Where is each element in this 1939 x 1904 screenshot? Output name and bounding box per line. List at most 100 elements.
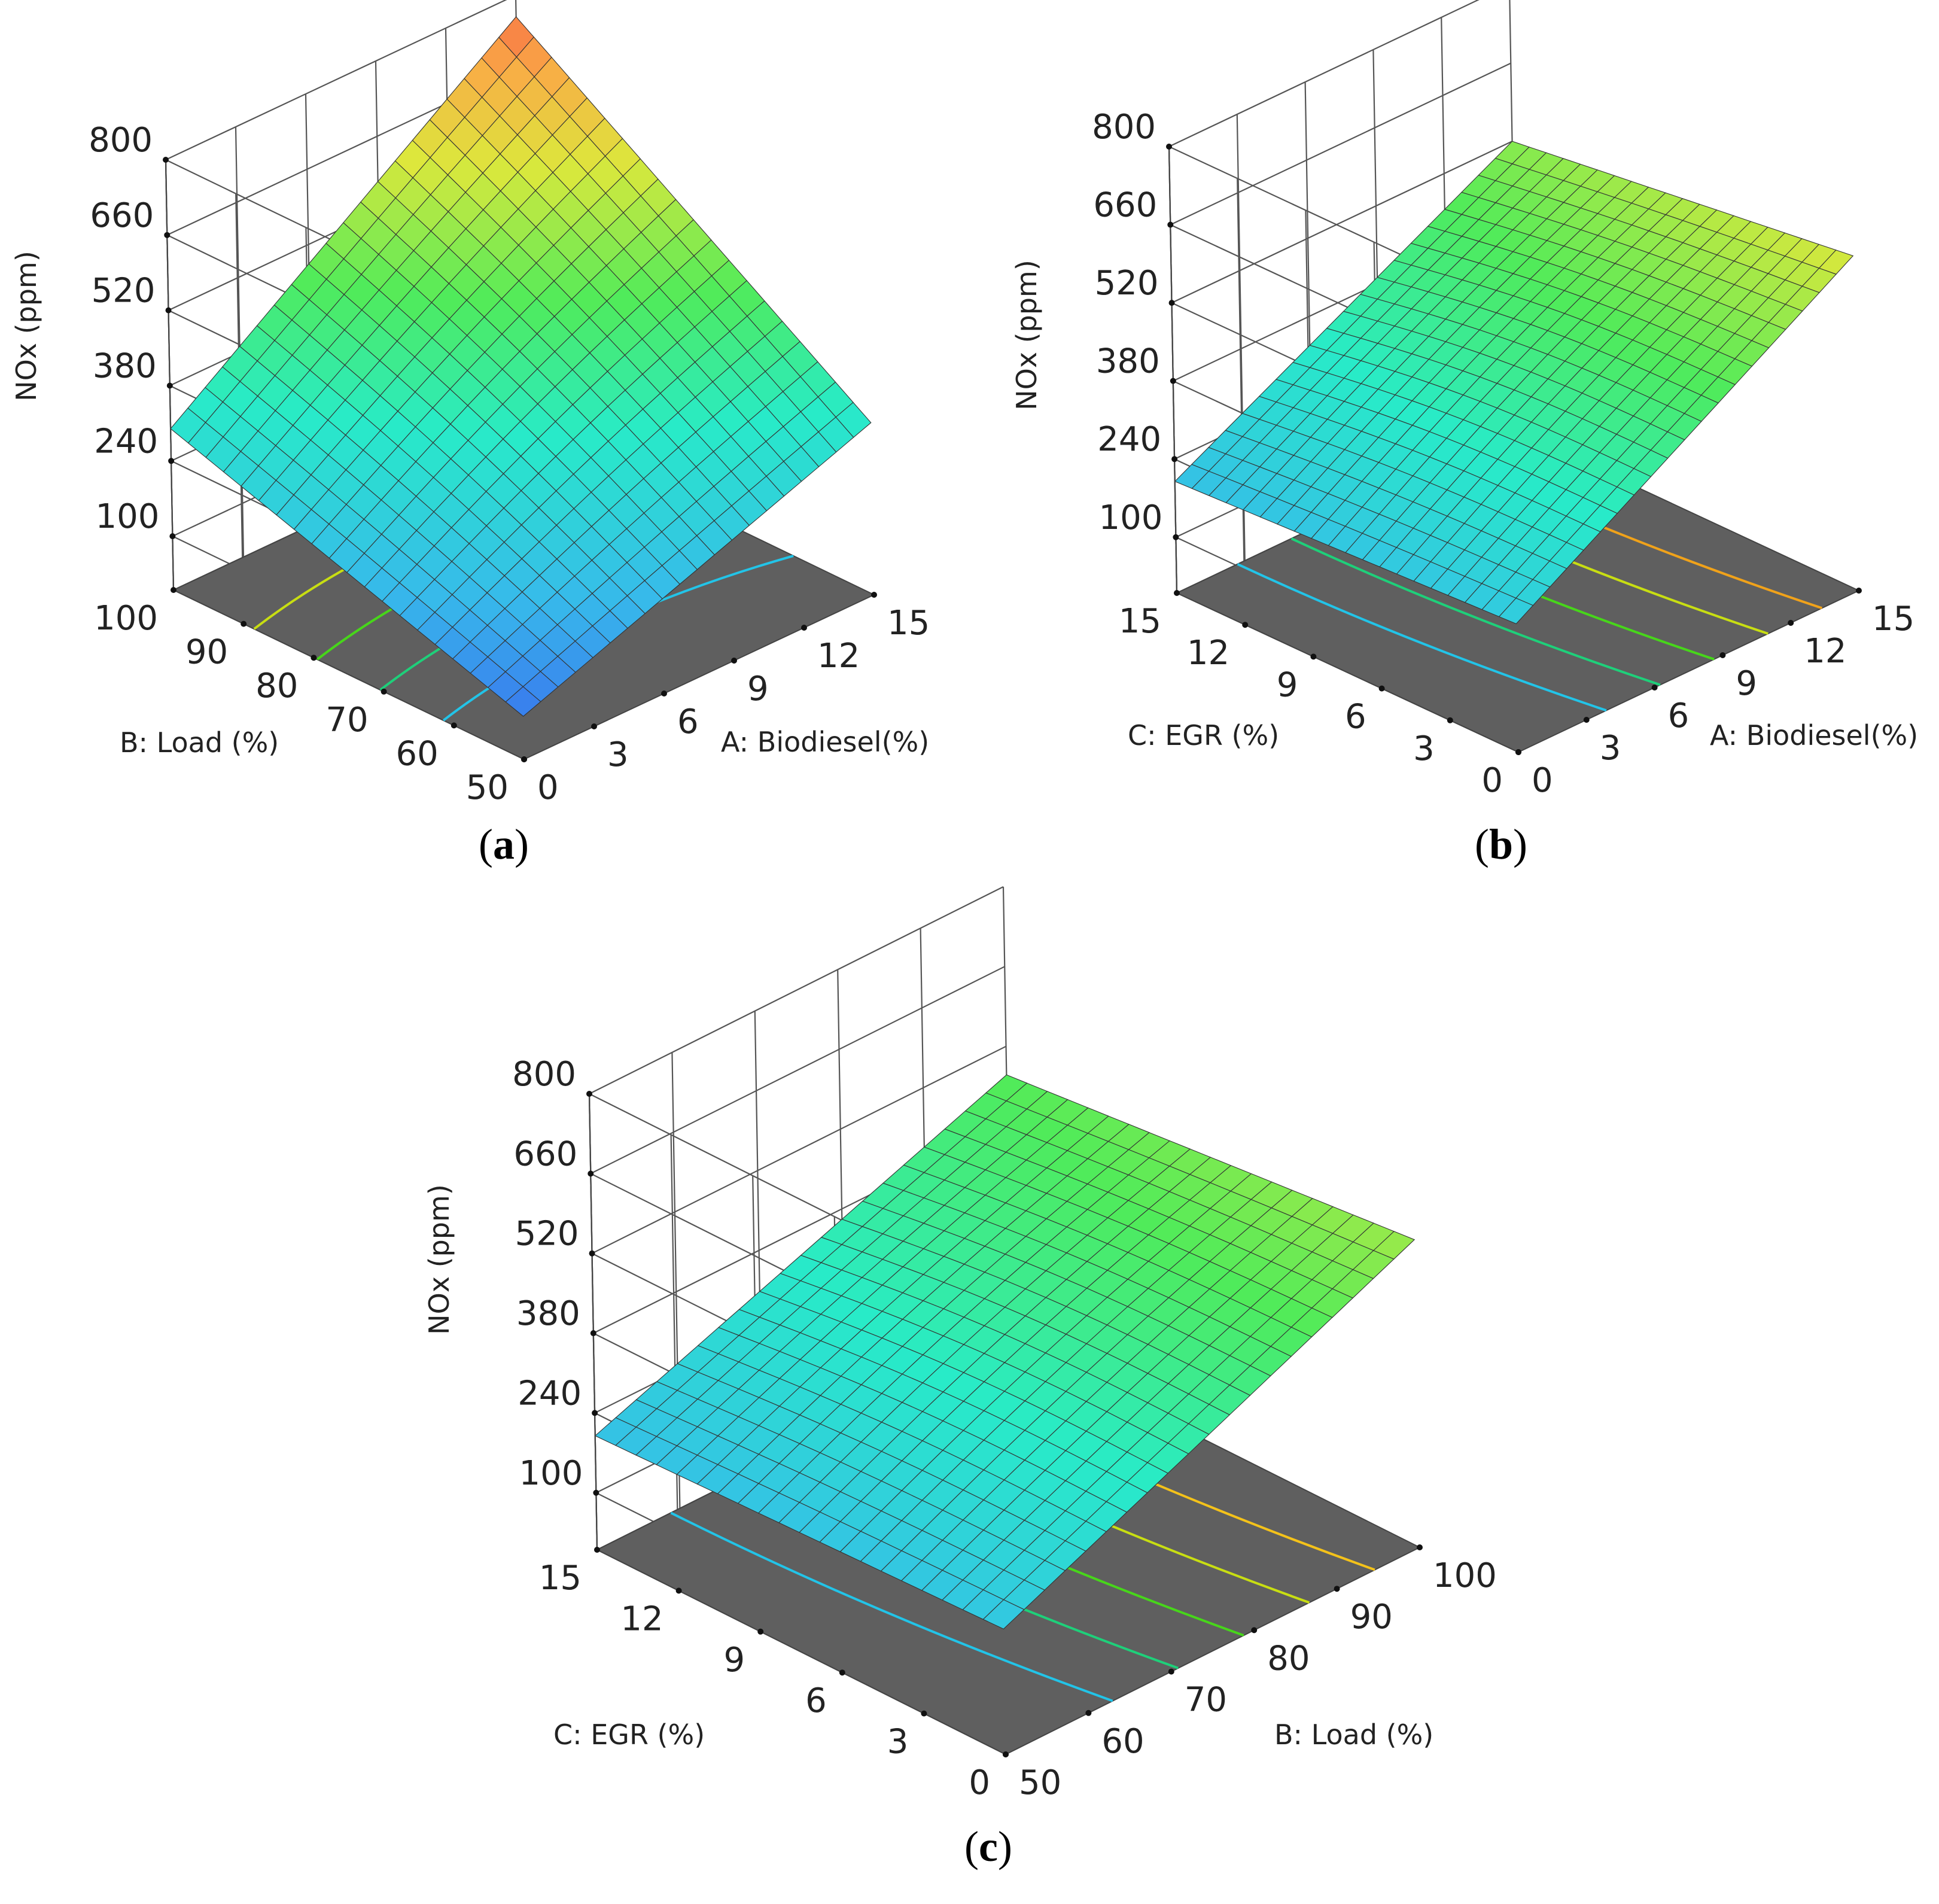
- y-tick-label: 3: [1413, 729, 1435, 768]
- x-tick-label: 12: [1804, 632, 1846, 671]
- z-tick-label: 100: [519, 1454, 583, 1493]
- contour-line: [1290, 537, 1661, 686]
- y-tick: [1515, 749, 1521, 755]
- y-tick-label: 12: [1187, 634, 1229, 673]
- x-tick-label: 3: [1600, 729, 1621, 768]
- z-tick-label: 100: [1098, 498, 1162, 537]
- y-axis: 50 60 70 80 90 100: [94, 587, 527, 807]
- z-tick: [165, 307, 172, 314]
- z-tick-label: 660: [1093, 186, 1157, 225]
- x-tick: [661, 691, 667, 696]
- x-tick: [1085, 1710, 1092, 1716]
- x-axis-label: A: Biodiesel(%): [721, 726, 929, 758]
- z-tick-label: 800: [89, 121, 153, 160]
- z-tick-label: 240: [1097, 420, 1161, 459]
- y-tick: [839, 1669, 845, 1676]
- z-tick-label: 520: [1095, 264, 1159, 303]
- x-tick: [1583, 717, 1590, 723]
- x-axis-label: A: Biodiesel(%): [1710, 719, 1918, 752]
- y-axis-label: C: EGR (%): [1128, 719, 1279, 752]
- y-tick-label: 100: [94, 599, 158, 638]
- surface-cell: [982, 1599, 1025, 1630]
- y-tick-label: 15: [1119, 602, 1161, 641]
- panel-label: (a): [479, 820, 529, 868]
- y-tick: [1174, 590, 1180, 596]
- x-tick-label: 60: [1101, 1722, 1144, 1761]
- y-tick: [241, 621, 247, 627]
- y-tick-label: 6: [805, 1681, 827, 1720]
- x-tick-label: 9: [747, 670, 769, 708]
- x-tick-label: 12: [817, 637, 860, 676]
- z-tick-label: 380: [516, 1294, 580, 1333]
- z-tick: [590, 1330, 596, 1337]
- x-tick-label: 90: [1350, 1598, 1393, 1637]
- x-tick-label: 15: [887, 604, 930, 643]
- y-tick: [450, 722, 457, 729]
- x-axis: 0 3 6 9 12 15: [1515, 588, 1914, 800]
- y-tick: [1003, 1751, 1009, 1757]
- panel-label: (c): [964, 1823, 1012, 1870]
- y-tick-label: 0: [1481, 761, 1503, 800]
- z-tick-label: 800: [1092, 108, 1156, 147]
- z-tick: [163, 157, 169, 163]
- z-axis-line: [165, 159, 175, 591]
- chart-panel-b: 100 240 380 520 660 800 NOx (ppm) 0 3 6 9 12 15 A: Bi…: [1010, 0, 1918, 868]
- panel-label: (b): [1475, 820, 1527, 868]
- z-axis: 100 240 380 520 660 800: [512, 1055, 599, 1550]
- z-tick: [1168, 300, 1175, 306]
- z-tick-label: 240: [518, 1374, 582, 1413]
- y-tick: [381, 688, 387, 695]
- z-tick: [593, 1489, 599, 1496]
- z-tick-label: 660: [513, 1135, 577, 1173]
- y-tick: [921, 1710, 927, 1717]
- z-tick-label: 800: [512, 1055, 576, 1094]
- x-tick: [1334, 1586, 1340, 1592]
- surface-cell: [1498, 597, 1534, 625]
- x-tick: [1651, 685, 1658, 691]
- y-tick: [1310, 653, 1317, 660]
- y-tick-label: 6: [1345, 698, 1366, 737]
- x-tick-label: 3: [607, 735, 629, 774]
- z-tick-label: 520: [515, 1215, 579, 1254]
- z-tick: [168, 458, 175, 464]
- wall-gridline: [1237, 178, 1246, 625]
- y-tick: [1447, 717, 1453, 723]
- x-tick: [1168, 1668, 1174, 1675]
- x-tick-label: 6: [677, 702, 699, 741]
- y-tick: [311, 655, 317, 661]
- y-axis-label: C: EGR (%): [553, 1719, 705, 1751]
- z-tick: [588, 1170, 594, 1177]
- x-tick-label: 80: [1267, 1639, 1310, 1678]
- x-tick-label: 50: [1019, 1763, 1061, 1802]
- y-tick-label: 3: [887, 1723, 909, 1762]
- z-tick: [592, 1410, 598, 1416]
- x-tick-label: 70: [1185, 1681, 1227, 1720]
- x-axis-label: B: Load (%): [1274, 1719, 1433, 1751]
- z-tick-label: 380: [1096, 342, 1160, 381]
- x-axis: 50 60 70 80 90 100: [1003, 1544, 1497, 1802]
- z-axis: 100 240 380 520 660 800: [1092, 108, 1179, 594]
- z-tick: [586, 1091, 592, 1097]
- x-tick-label: 0: [1532, 761, 1553, 800]
- z-axis-line: [1168, 146, 1178, 594]
- z-tick: [169, 533, 176, 540]
- z-tick: [1166, 144, 1172, 150]
- y-tick-label: 90: [185, 633, 228, 672]
- x-tick: [801, 625, 807, 631]
- y-tick: [171, 587, 176, 593]
- y-tick-label: 80: [255, 667, 298, 705]
- y-tick: [594, 1547, 600, 1553]
- z-axis-label: NOx (ppm): [10, 251, 42, 402]
- x-tick: [1719, 652, 1726, 658]
- y-tick-label: 50: [466, 768, 509, 807]
- z-tick: [166, 382, 173, 389]
- z-axis-label: NOx (ppm): [1010, 260, 1043, 410]
- x-tick: [1856, 588, 1862, 594]
- y-axis: 0 3 6 9 12 15: [539, 1547, 1009, 1802]
- chart-panel-c: 100 240 380 520 660 800 NOx (ppm) 50 60 70 80 90 100…: [423, 886, 1497, 1870]
- chart-panel-a: 100 240 380 520 660 800 NOx (ppm) 0 3 6 9 12 15 A: Bi…: [10, 0, 930, 868]
- z-axis-label: NOx (ppm): [423, 1184, 455, 1335]
- z-tick-label: 380: [93, 346, 157, 385]
- y-tick: [1378, 685, 1385, 692]
- y-tick-label: 60: [396, 734, 439, 773]
